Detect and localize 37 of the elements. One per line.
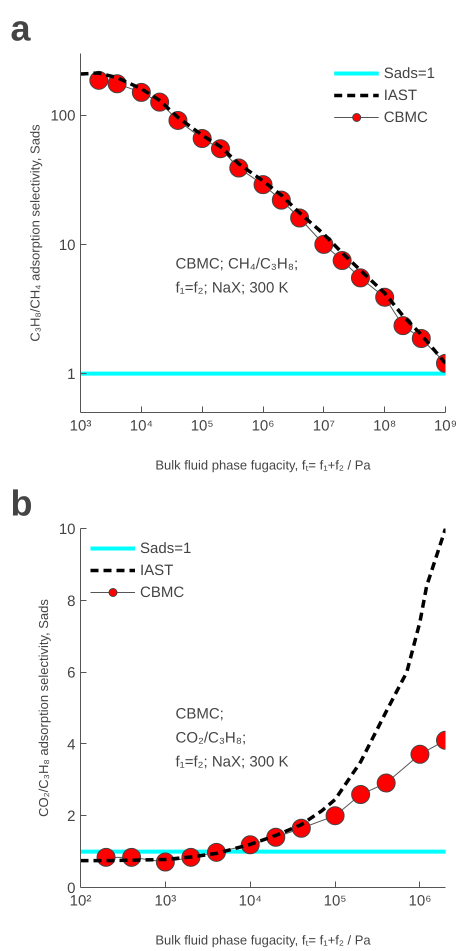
annotation: CBMC; CH₄/C₃H₈; [176, 256, 298, 272]
x-tick-label: 10⁶ [252, 418, 274, 434]
y-tick-label: 6 [67, 664, 76, 682]
y-axis-title: C₃H₈/CH₄ adsorption selectivity, Sads [27, 124, 42, 342]
chart-title: a [10, 8, 32, 48]
x-tick-label: 10⁵ [324, 892, 347, 910]
y-tick-label: 10 [58, 236, 76, 254]
chart-title: b [10, 482, 32, 524]
x-axis-title: Bulk fluid phase fugacity, fₜ= f₁+f₂ / Pa [155, 458, 372, 472]
x-tick-label: 10³ [70, 418, 92, 434]
annotation: f₁=f₂; NaX; 300 K [176, 280, 289, 296]
annotation: CBMC; [176, 706, 224, 722]
x-tick-label: 10⁸ [373, 418, 396, 434]
legend-label: CBMC [140, 584, 184, 600]
annotation: CO₂/C₃H₈; [176, 730, 246, 746]
y-tick-label: 100 [50, 108, 76, 125]
x-tick-label: 10⁵ [190, 418, 214, 434]
legend-label: IAST [384, 86, 418, 104]
y-axis-title: CO₂/C₃H₈ adsorption selectivity, Sads [36, 598, 51, 817]
x-axis-title: Bulk fluid phase fugacity, fₜ= f₁+f₂ / Pa [155, 932, 372, 948]
y-tick-label: 4 [67, 736, 76, 754]
legend-label: Sads=1 [140, 540, 192, 556]
y-tick-label: 2 [67, 808, 76, 826]
x-tick-label: 10⁴ [238, 892, 262, 910]
legend-label: IAST [140, 562, 174, 578]
x-tick-label: 10³ [154, 892, 176, 910]
legend-label: Sads=1 [384, 64, 435, 82]
x-tick-label: 10⁷ [312, 418, 335, 434]
y-tick-label: 8 [67, 592, 76, 610]
x-tick-label: 10⁶ [408, 892, 432, 910]
x-tick-label: 10⁹ [434, 418, 458, 434]
legend-label: CBMC [384, 108, 428, 126]
x-tick-label: 10² [70, 892, 92, 910]
annotation: f₁=f₂; NaX; 300 K [176, 754, 289, 770]
x-tick-label: 10⁴ [130, 418, 153, 434]
y-tick-label: 10 [58, 521, 76, 538]
y-tick-label: 1 [67, 366, 76, 384]
